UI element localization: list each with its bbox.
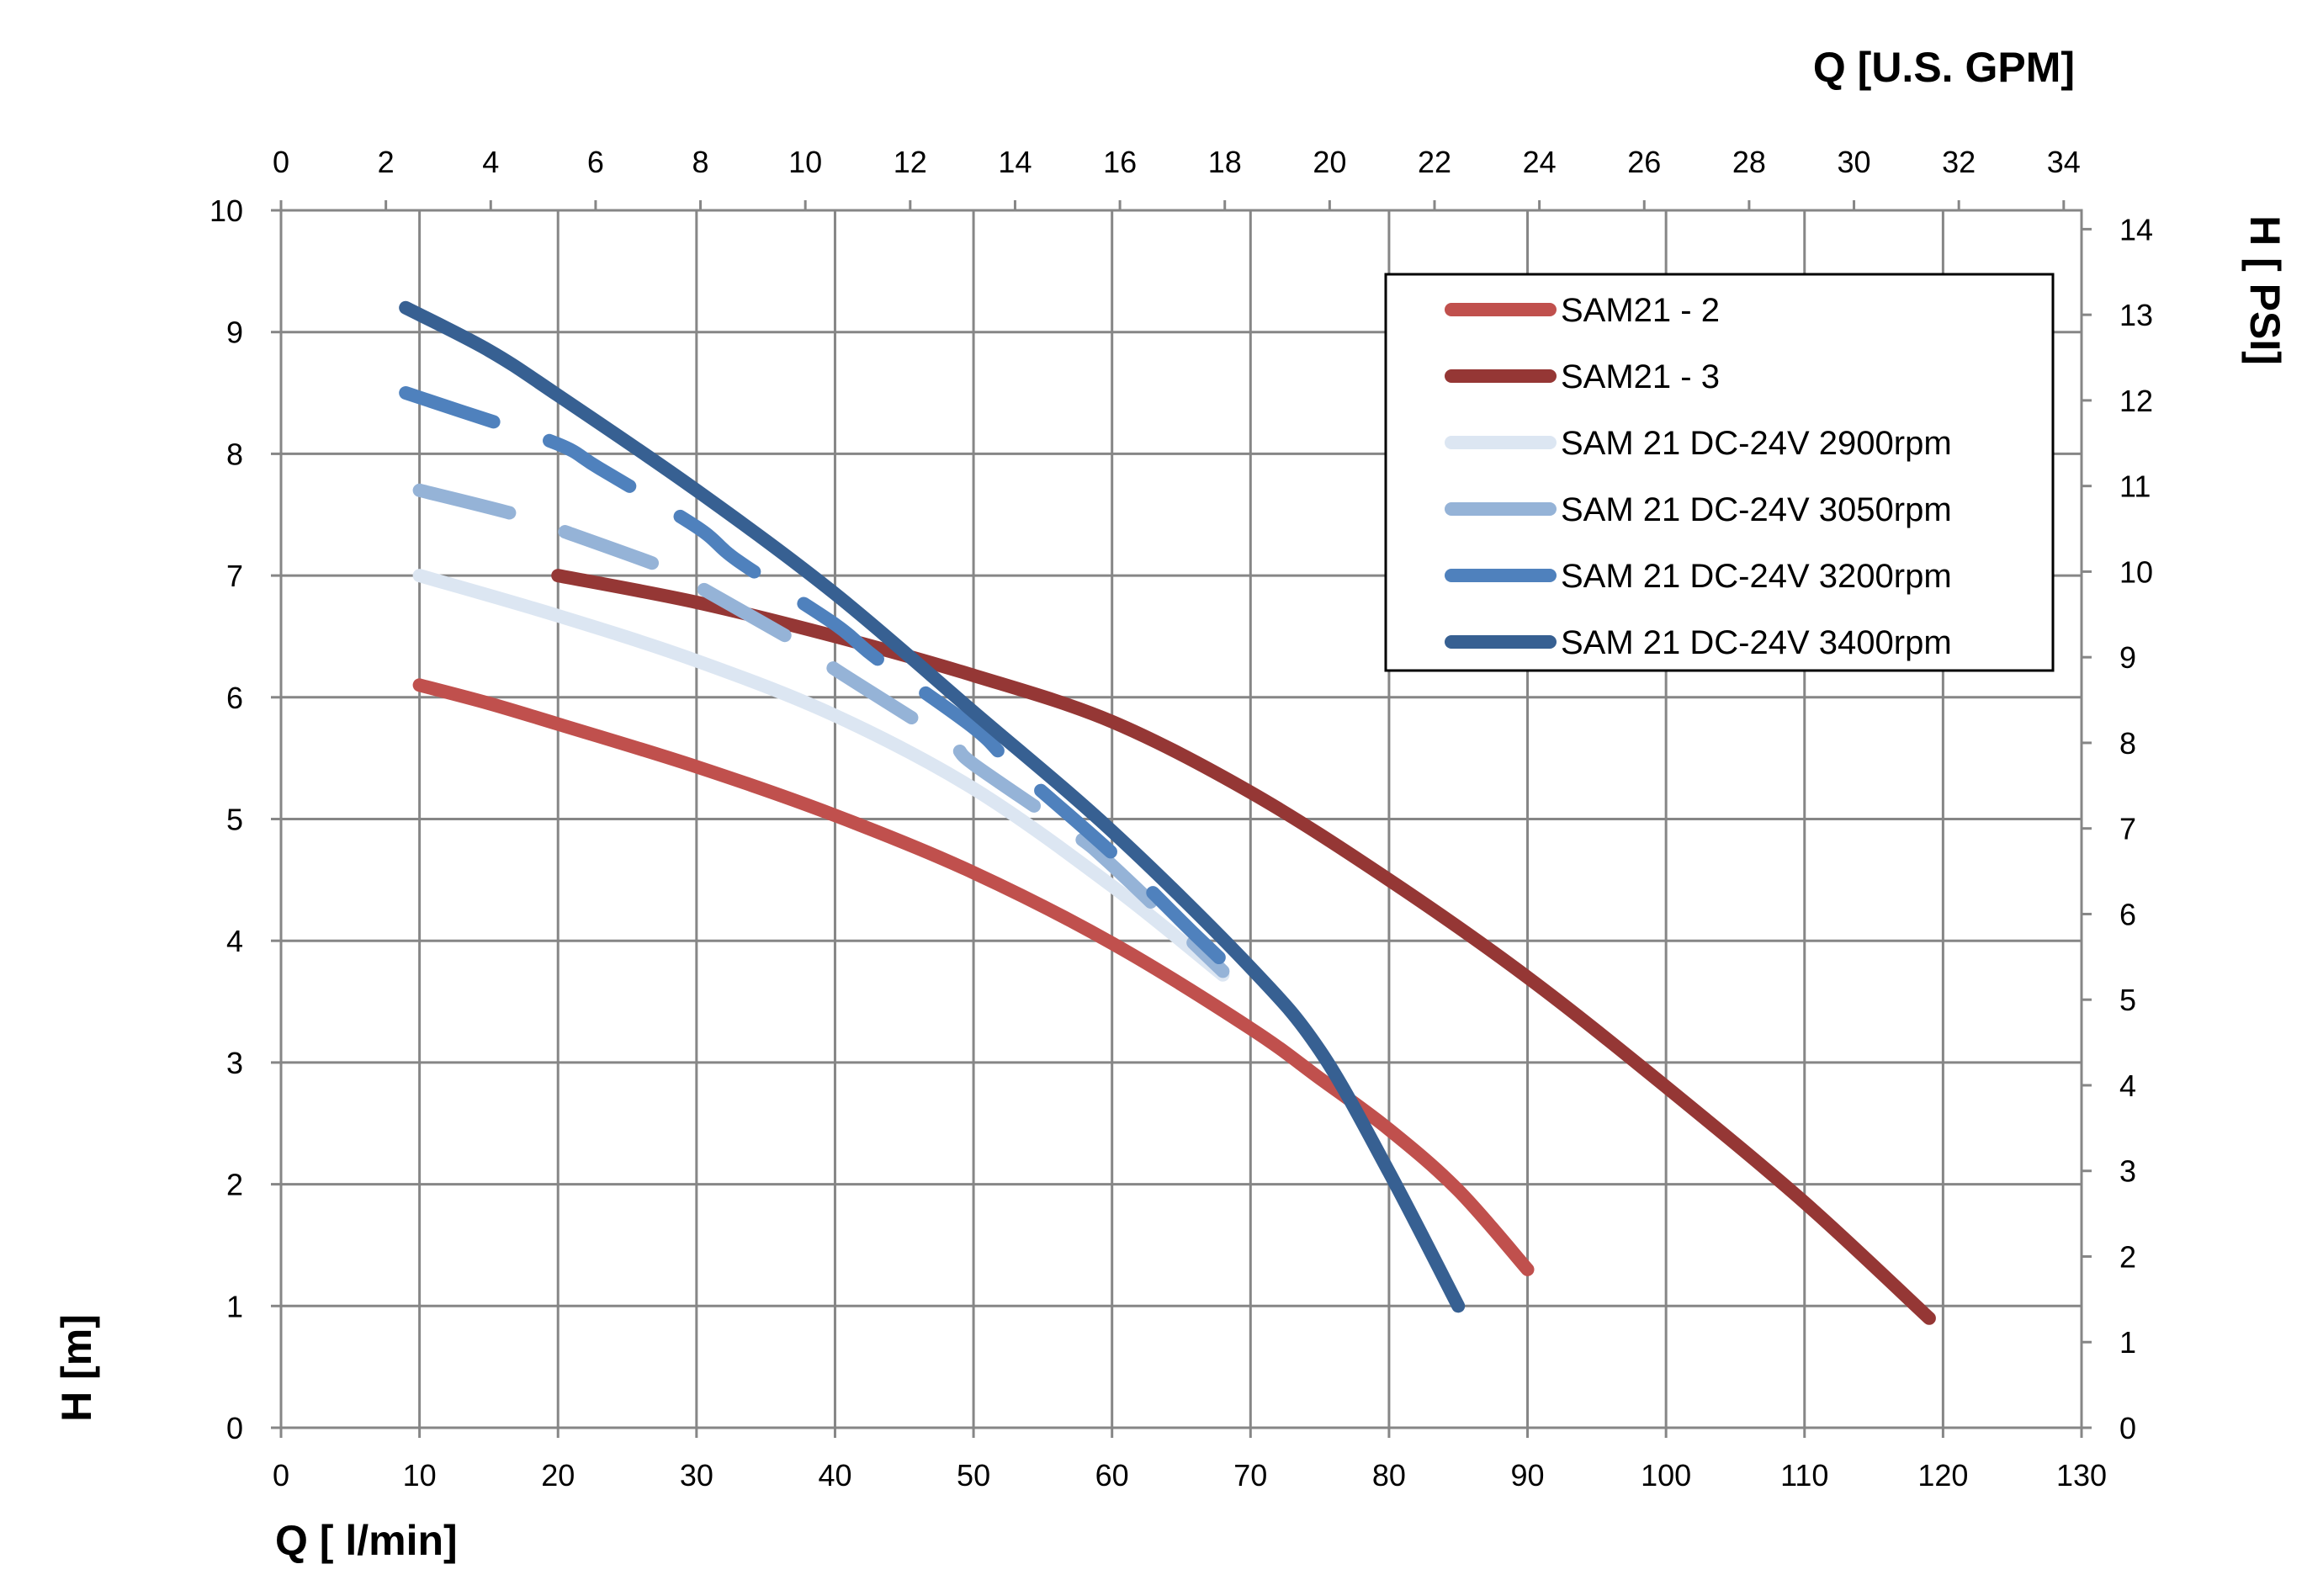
y2-tick-label: 4: [2119, 1068, 2136, 1103]
series-line-6: [399, 300, 1466, 1313]
legend-label-5: SAM 21 DC-24V 3200rpm: [1561, 558, 1952, 595]
x2-tick-label: 28: [1732, 145, 1766, 179]
x-tick-label: 0: [273, 1458, 289, 1493]
y2-tick-label: 10: [2119, 554, 2153, 589]
y2-tick-label: 14: [2119, 212, 2153, 247]
legend-label-3: SAM 21 DC-24V 2900rpm: [1561, 425, 1952, 462]
x-tick-label: 120: [1917, 1458, 1968, 1493]
y2-tick-label: 2: [2119, 1239, 2136, 1274]
x-tick-label: 10: [403, 1458, 437, 1493]
legend: SAM21 - 2 SAM21 - 3 SAM 21 DC-24V 2900rpm S…: [1384, 273, 2055, 672]
y-tick-label: 4: [226, 924, 243, 958]
y-tick-label: 2: [226, 1168, 243, 1202]
y2-tick-label: 5: [2119, 983, 2136, 1017]
x2-tick-label: 22: [1418, 145, 1451, 179]
x-tick-label: 100: [1641, 1458, 1691, 1493]
x2-tick-label: 26: [1627, 145, 1661, 179]
y2-tick-label: 11: [2119, 469, 2151, 504]
tick-labels: 0 10 20 30 40 50 60 70 80 90 100 110 120 130012345678…: [209, 145, 2153, 1493]
y-tick-label: 5: [226, 803, 243, 837]
y-tick-label: 10: [209, 194, 243, 228]
left-axis-title: H [m]: [53, 1314, 100, 1422]
y2-tick-label: 3: [2119, 1154, 2136, 1189]
legend-label-4: SAM 21 DC-24V 3050rpm: [1561, 491, 1952, 528]
x2-tick-label: 32: [1942, 145, 1976, 179]
x-tick-label: 30: [680, 1458, 713, 1493]
y-tick-label: 9: [226, 315, 243, 350]
legend-label-1: SAM21 - 2: [1561, 292, 1720, 329]
y-tick-label: 7: [226, 559, 243, 593]
x2-tick-label: 6: [587, 145, 604, 179]
y-tick-label: 8: [226, 437, 243, 471]
x2-tick-label: 8: [692, 145, 709, 179]
x2-tick-label: 10: [788, 145, 822, 179]
x-tick-label: 50: [957, 1458, 990, 1493]
series-line-4: [412, 483, 1230, 978]
legend-box: [1384, 273, 2055, 672]
series-line-5: [399, 386, 1258, 994]
x2-tick-label: 14: [998, 145, 1032, 179]
y2-tick-label: 8: [2119, 726, 2136, 761]
x2-tick-label: 30: [1838, 145, 1871, 179]
y2-tick-label: 0: [2119, 1411, 2136, 1445]
y2-tick-label: 7: [2119, 812, 2136, 846]
x-tick-label: 90: [1511, 1458, 1545, 1493]
x2-tick-label: 4: [482, 145, 499, 179]
x2-tick-label: 24: [1523, 145, 1557, 179]
right-axis-title: H [ PSI]: [2241, 215, 2289, 365]
x-tick-label: 40: [818, 1458, 851, 1493]
x-tick-label: 130: [2056, 1458, 2107, 1493]
y-tick-label: 6: [226, 681, 243, 715]
x2-tick-label: 18: [1208, 145, 1242, 179]
x2-tick-label: 0: [273, 145, 289, 179]
series-line-2: [551, 569, 1936, 1325]
top-axis-title: Q [U.S. GPM]: [1813, 44, 2075, 91]
y2-tick-label: 1: [2119, 1325, 2136, 1360]
bottom-axis-title: Q [ l/min]: [275, 1517, 458, 1564]
x-tick-label: 110: [1780, 1458, 1828, 1493]
y-tick-label: 0: [226, 1411, 243, 1445]
series-line-1: [412, 678, 1535, 1276]
y2-tick-label: 6: [2119, 897, 2136, 931]
legend-label-2: SAM21 - 3: [1561, 358, 1720, 395]
x2-tick-label: 2: [378, 145, 395, 179]
legend-label-6: SAM 21 DC-24V 3400rpm: [1561, 624, 1952, 661]
y-tick-label: 1: [226, 1289, 243, 1323]
x2-tick-label: 20: [1313, 145, 1346, 179]
y2-tick-label: 13: [2119, 298, 2153, 332]
y2-tick-label: 12: [2119, 384, 2153, 418]
x2-tick-label: 16: [1103, 145, 1137, 179]
x2-tick-label: 12: [894, 145, 927, 179]
series-lines: [399, 300, 1936, 1325]
series-line-3: [412, 569, 1230, 982]
x-tick-label: 80: [1372, 1458, 1406, 1493]
x2-tick-label: 34: [2047, 145, 2081, 179]
x-tick-label: 20: [541, 1458, 575, 1493]
y2-tick-label: 9: [2119, 640, 2136, 675]
x-tick-label: 60: [1095, 1458, 1129, 1493]
y-tick-label: 3: [226, 1046, 243, 1080]
x-tick-label: 70: [1233, 1458, 1267, 1493]
